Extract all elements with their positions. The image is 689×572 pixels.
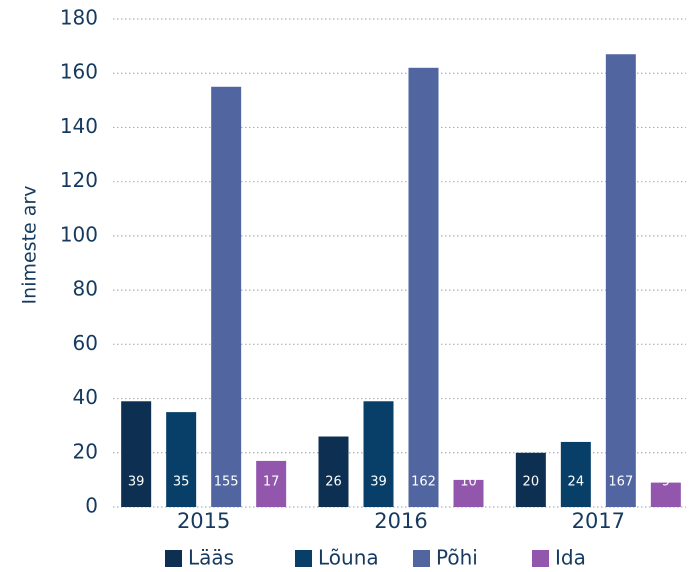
- value-label: 162: [411, 475, 436, 490]
- legend-label: Lääs: [188, 546, 234, 570]
- y-tick-label: 20: [73, 439, 98, 463]
- value-label: 17: [263, 475, 280, 490]
- y-tick-label: 160: [60, 60, 98, 84]
- y-axis-label: Inimeste arv: [19, 186, 41, 305]
- y-tick-label: 40: [73, 385, 98, 409]
- value-label: 24: [568, 475, 585, 490]
- legend-label: Lõuna: [318, 546, 379, 570]
- bar: [605, 54, 636, 507]
- y-tick-label: 120: [60, 168, 98, 192]
- y-tick-label: 100: [60, 222, 98, 246]
- legend-label: Põhi: [436, 546, 478, 570]
- bar: [453, 479, 484, 507]
- bar: [363, 401, 394, 507]
- bar: [211, 86, 242, 508]
- value-label: 35: [173, 475, 190, 490]
- value-label: 26: [325, 475, 342, 490]
- y-tick-label: 180: [60, 6, 98, 30]
- x-tick-label: 2017: [572, 509, 625, 533]
- legend-swatch: [532, 550, 549, 567]
- value-label: 39: [370, 475, 387, 490]
- legend-label: Ida: [555, 546, 586, 570]
- bar: [650, 482, 681, 507]
- legend-swatch: [413, 550, 430, 567]
- bar: [121, 401, 152, 507]
- y-tick-label: 140: [60, 114, 98, 138]
- value-label: 167: [608, 475, 633, 490]
- x-tick-label: 2016: [374, 509, 427, 533]
- bar: [408, 67, 439, 508]
- bar: [515, 452, 546, 507]
- legend-swatch: [165, 550, 182, 567]
- bar: [166, 412, 197, 507]
- bar: [256, 460, 287, 507]
- value-label: 9: [662, 475, 670, 490]
- y-tick-label: 80: [73, 277, 98, 301]
- y-tick-label: 0: [85, 494, 98, 518]
- bar: [318, 436, 349, 507]
- value-label: 10: [460, 475, 477, 490]
- bar: [560, 441, 591, 507]
- legend-swatch: [295, 550, 312, 567]
- value-label: 39: [128, 475, 145, 490]
- value-label: 155: [214, 475, 239, 490]
- y-tick-label: 60: [73, 331, 98, 355]
- x-tick-label: 2015: [177, 509, 230, 533]
- value-label: 20: [523, 475, 540, 490]
